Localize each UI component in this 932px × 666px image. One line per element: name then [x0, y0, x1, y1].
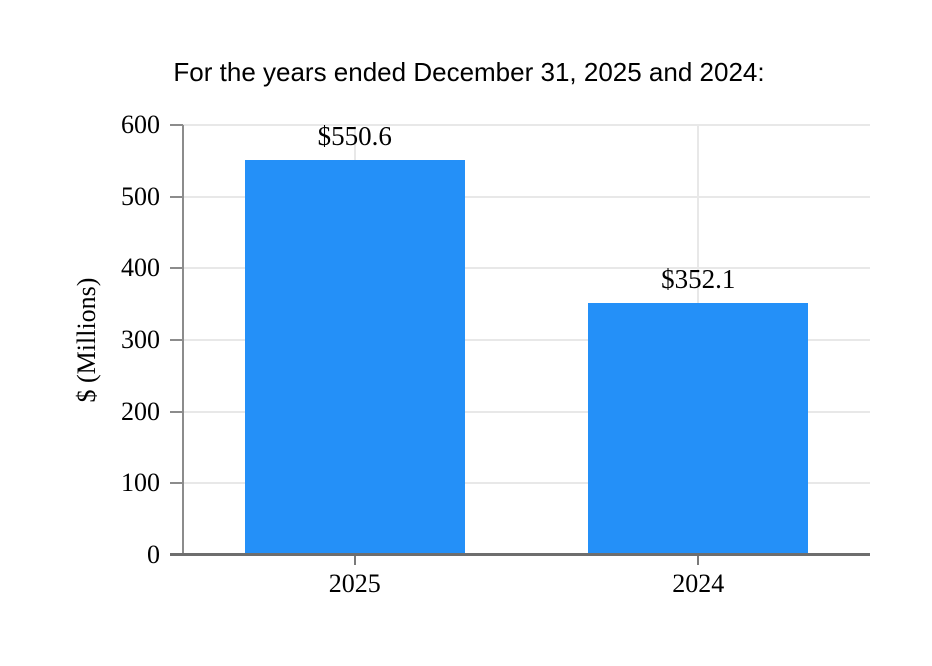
y-axis-line: [182, 125, 184, 555]
bar-2024: [588, 302, 809, 555]
y-axis-tick: [170, 410, 183, 413]
horizontal-gridline: [183, 124, 870, 126]
horizontal-gridline: [183, 267, 870, 270]
horizontal-gridline: [183, 195, 870, 198]
plot-area: $ (Millions) 0 100 200 300 400 500 600 $550.6 20…: [72, 110, 870, 598]
y-axis-tick: [170, 267, 183, 270]
y-tick-label: 200: [121, 396, 160, 426]
x-tick-label: 2024: [672, 569, 725, 598]
x-axis-line: [170, 553, 870, 556]
y-axis-title: $ (Millions): [72, 277, 101, 403]
y-tick-label: 400: [121, 253, 160, 283]
bar-value-label: $550.6: [317, 121, 392, 152]
y-tick-label: 0: [147, 540, 160, 569]
horizontal-gridline: [183, 482, 870, 485]
x-tick-label: 2025: [328, 569, 381, 598]
horizontal-gridline: [183, 339, 870, 341]
bar-2025: [244, 160, 465, 555]
y-tick-label: 100: [121, 468, 160, 498]
horizontal-gridline: [183, 410, 870, 413]
bar-value-label: $352.1: [661, 263, 736, 294]
x-axis-tick: [697, 556, 700, 565]
y-axis-tick: [170, 482, 183, 485]
x-axis-tick: [353, 556, 356, 565]
y-axis-tick: [170, 339, 183, 341]
y-tick-label: 600: [121, 110, 160, 139]
y-axis-tick: [170, 195, 183, 198]
y-axis-tick: [170, 124, 183, 126]
chart-title: For the years ended December 31, 2025 an…: [173, 57, 765, 87]
y-tick-label: 300: [121, 325, 160, 354]
y-tick-label: 500: [121, 181, 160, 211]
